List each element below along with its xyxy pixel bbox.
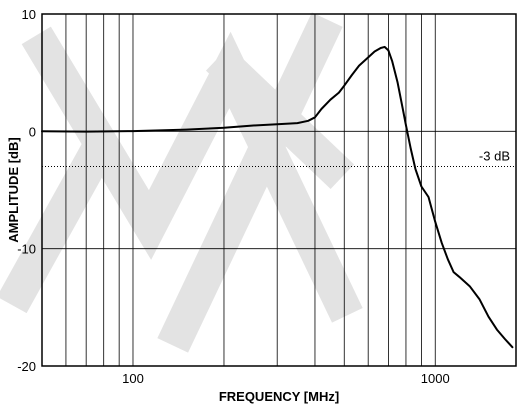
watermark [0,12,363,353]
y-tick-label: 10 [22,7,36,22]
grid-lines [42,14,516,366]
x-axis-label: FREQUENCY [MHz] [219,389,339,404]
y-axis-label: AMPLITUDE [dB] [6,137,21,242]
series-line [41,45,514,349]
y-tick-label: -10 [17,242,36,257]
x-tick-label: 100 [122,371,144,386]
x-tick-label: 1000 [421,371,450,386]
y-tick-labels: 10 0 -10 -20 [17,7,36,374]
y-tick-label: -20 [17,359,36,374]
y-tick-label: 0 [29,124,36,139]
plot-area-frame [41,13,517,367]
x-tick-labels: 100 1000 [122,371,450,386]
minus-3db-label: -3 dB [479,149,510,164]
